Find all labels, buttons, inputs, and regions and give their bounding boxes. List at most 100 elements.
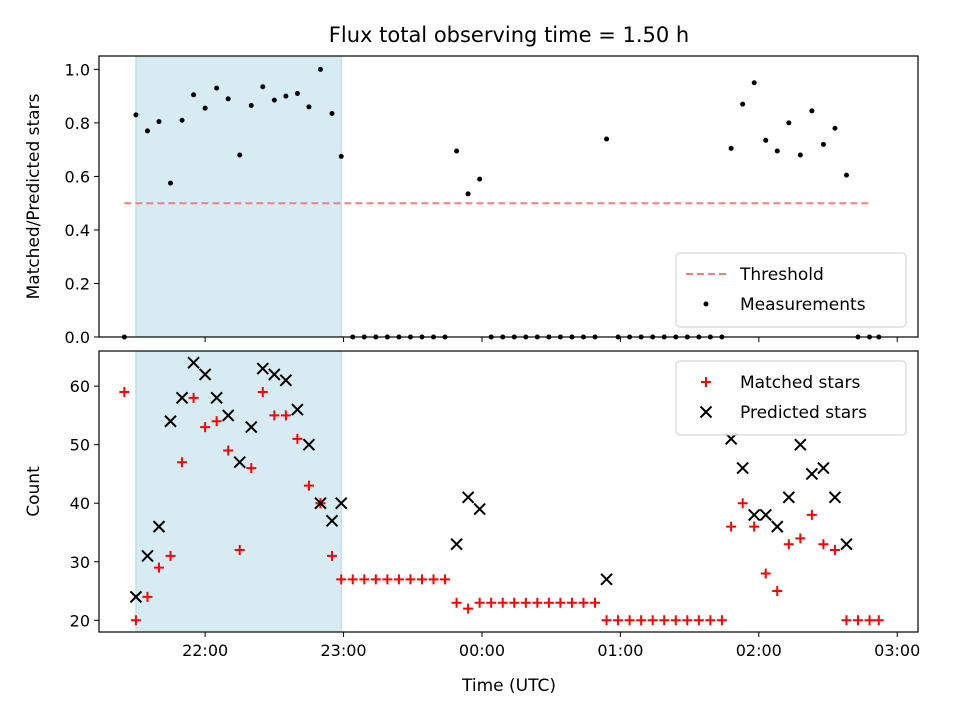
matched-point xyxy=(659,615,670,626)
predicted-point xyxy=(314,497,327,510)
matched-point xyxy=(292,433,303,444)
legend-label: Threshold xyxy=(739,265,824,285)
y-axis-label: Matched/Predicted stars xyxy=(24,93,44,299)
predicted-point xyxy=(210,391,223,405)
matched-point xyxy=(370,574,381,585)
matched-point xyxy=(327,550,338,561)
matched-point xyxy=(336,574,347,585)
matched-point xyxy=(474,597,485,608)
x-tick-label: 03:00 xyxy=(874,641,920,660)
predicted-point xyxy=(302,438,316,451)
predicted-point xyxy=(233,456,246,469)
shaded-interval xyxy=(135,55,342,338)
legend-label: Predicted stars xyxy=(740,403,867,423)
matched-point xyxy=(772,586,783,597)
matched-point xyxy=(532,597,543,608)
legend-matched-swatch xyxy=(701,377,711,387)
count-panel: 20 30 40 50 60 22:00 23:00 00:00 01:00 02:00 03:00… xyxy=(24,350,920,660)
predicted-point xyxy=(817,461,830,475)
predicted-point xyxy=(461,491,475,504)
x-tick-label: 23:00 xyxy=(320,641,366,660)
predicted-point xyxy=(152,520,166,533)
predicted-point xyxy=(291,403,304,416)
predicted-point xyxy=(164,415,177,428)
legend-box xyxy=(675,360,907,436)
matched-point xyxy=(853,615,864,626)
matched-point xyxy=(497,597,508,608)
predicted-point xyxy=(747,508,761,522)
y-tick-label: 30 xyxy=(70,553,90,572)
series-1 xyxy=(129,356,853,604)
matched-point xyxy=(601,615,612,626)
matched-point xyxy=(590,597,601,608)
measurement-point xyxy=(763,137,769,143)
measurement-point xyxy=(329,111,335,117)
matched-point xyxy=(246,463,257,474)
predicted-point xyxy=(175,391,189,405)
matched-point xyxy=(783,539,794,550)
matched-point xyxy=(818,539,829,550)
predicted-point xyxy=(268,368,281,381)
matched-point xyxy=(440,574,451,585)
measurement-point xyxy=(465,191,471,197)
matched-point xyxy=(705,615,716,626)
predicted-point xyxy=(141,549,154,563)
matched-point xyxy=(737,498,748,509)
matched-point xyxy=(841,615,852,626)
measurement-point xyxy=(477,176,483,182)
shaded-interval xyxy=(135,350,342,633)
measurement-point xyxy=(338,153,344,159)
x-tick-label: 22:00 xyxy=(182,641,228,660)
y-tick-label: 0.2 xyxy=(65,274,90,293)
y-tick-label: 0.4 xyxy=(65,221,90,240)
matched-point xyxy=(416,574,427,585)
predicted-point xyxy=(794,438,807,451)
matched-point xyxy=(153,562,164,573)
axes-frame xyxy=(98,350,919,633)
y-tick-label: 1.0 xyxy=(65,60,90,79)
x-axis-label: Time (UTC) xyxy=(461,676,556,696)
predicted-point xyxy=(840,537,853,551)
measurement-point xyxy=(168,180,174,186)
matched-point xyxy=(405,574,416,585)
matched-point xyxy=(806,509,817,520)
predicted-point xyxy=(221,409,235,422)
matched-point xyxy=(566,597,577,608)
legend-predicted-swatch xyxy=(699,405,713,419)
matched-point xyxy=(795,533,806,544)
matched-point xyxy=(188,392,199,403)
legend-box xyxy=(675,252,907,328)
y-tick-label: 40 xyxy=(70,494,90,513)
matched-point xyxy=(829,545,840,556)
predicted-point xyxy=(736,461,749,475)
measurement-point xyxy=(774,148,780,154)
matched-point xyxy=(682,615,693,626)
measurement-point xyxy=(237,152,243,158)
measurement-point xyxy=(260,84,266,90)
legend-label: Measurements xyxy=(740,295,866,315)
matched-point xyxy=(393,574,404,585)
predicted-point xyxy=(759,508,772,522)
legend: Matched stars Predicted stars xyxy=(675,360,907,436)
measurement-point xyxy=(751,80,757,86)
measurement-point xyxy=(248,103,254,109)
matched-point xyxy=(280,410,291,421)
matched-point xyxy=(382,574,393,585)
measurement-point xyxy=(202,105,208,111)
predicted-point xyxy=(335,497,348,510)
matched-point xyxy=(726,521,737,532)
x-tick-label: 02:00 xyxy=(736,641,782,660)
measurement-point xyxy=(728,145,734,151)
measurement-point xyxy=(179,117,185,123)
y-tick-label: 20 xyxy=(70,611,90,630)
matched-point xyxy=(234,545,245,556)
matched-point xyxy=(749,521,760,532)
matched-point xyxy=(520,597,531,608)
measurement-point xyxy=(797,152,803,158)
measurement-point xyxy=(843,172,849,178)
matched-point xyxy=(486,597,497,608)
matched-point xyxy=(177,457,188,468)
measurement-point xyxy=(317,66,323,72)
matched-point xyxy=(257,386,268,397)
matched-point xyxy=(451,597,462,608)
